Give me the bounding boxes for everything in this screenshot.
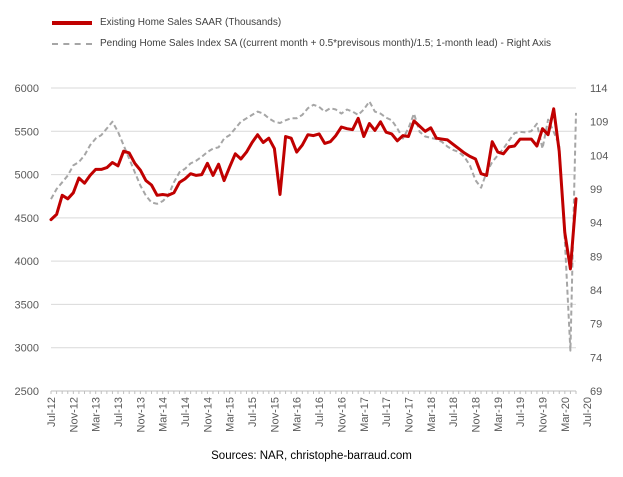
x-tick-label: Nov-12 — [68, 397, 80, 432]
x-tick-label: Jul-14 — [180, 397, 192, 427]
x-tick-label: Mar-13 — [91, 397, 103, 432]
y-right-tick-label: 89 — [590, 251, 602, 263]
x-tick-label: Mar-17 — [359, 397, 371, 432]
x-tick-label: Jul-20 — [582, 397, 594, 427]
legend-item-pending-index: Pending Home Sales Index SA ((current mo… — [52, 33, 551, 54]
y-left-tick-label: 5500 — [15, 126, 39, 138]
y-right-tick-label: 104 — [590, 150, 608, 162]
x-tick-label: Nov-16 — [336, 397, 348, 432]
legend-swatch-dashed — [52, 42, 92, 45]
y-right-tick-label: 109 — [590, 117, 608, 129]
y-right-tick-label: 114 — [590, 83, 608, 95]
x-tick-label: Nov-13 — [135, 397, 147, 432]
x-tick-label: Jul-19 — [515, 397, 527, 427]
y-right-tick-label: 69 — [590, 386, 602, 398]
x-tick-label: Nov-14 — [202, 397, 214, 432]
y-right-tick-label: 99 — [590, 184, 602, 196]
y-left-tick-label: 2500 — [15, 386, 39, 398]
x-tick-label: Jul-15 — [247, 397, 259, 427]
right-axis-tick-labels: 69 74 79 84 89 94 99 104 109 114 — [590, 83, 608, 398]
y-left-tick-label: 4000 — [15, 256, 39, 268]
y-right-tick-label: 74 — [590, 352, 602, 364]
x-tick-label: Mar-14 — [158, 397, 170, 432]
y-left-tick-label: 5000 — [15, 170, 39, 182]
y-left-tick-label: 6000 — [15, 83, 39, 95]
x-tick-label: Jul-17 — [381, 397, 393, 427]
y-left-tick-label: 3000 — [15, 343, 39, 355]
y-left-tick-label: 4500 — [15, 213, 39, 225]
existing-home-sales-line — [49, 107, 578, 271]
x-tick-label: Jul-12 — [46, 397, 58, 427]
x-tick-label: Nov-17 — [403, 397, 415, 432]
y-right-tick-label: 84 — [590, 285, 602, 297]
x-tick-label: Nov-18 — [470, 397, 482, 432]
left-axis-tick-labels: 2500 3000 3500 4000 4500 5000 5500 6000 — [15, 83, 39, 398]
source-note: Sources: NAR, christophe-barraud.com — [211, 450, 412, 462]
y-left-tick-label: 3500 — [15, 299, 39, 311]
legend: Existing Home Sales SAAR (Thousands) Pen… — [52, 12, 551, 54]
legend-item-existing-sales: Existing Home Sales SAAR (Thousands) — [52, 12, 551, 33]
x-tick-label: Mar-20 — [560, 397, 572, 432]
x-tick-label: Jul-16 — [314, 397, 326, 427]
x-tick-label: Jul-13 — [113, 397, 125, 427]
x-tick-label: Nov-19 — [537, 397, 549, 432]
x-tick-label: Nov-15 — [269, 397, 281, 432]
x-tick-label: Jul-18 — [448, 397, 460, 427]
legend-swatch-solid — [52, 20, 92, 25]
pending-home-sales-line — [50, 100, 577, 352]
legend-label: Pending Home Sales Index SA ((current mo… — [100, 38, 552, 49]
legend-label: Existing Home Sales SAAR (Thousands) — [100, 17, 282, 28]
y-right-tick-label: 94 — [590, 218, 602, 230]
x-tick-label: Mar-19 — [493, 397, 505, 432]
x-tick-label: Mar-16 — [292, 397, 304, 432]
gridlines — [51, 87, 576, 349]
x-tick-label: Mar-18 — [426, 397, 438, 432]
x-axis: Jul-12 Nov-12 Mar-13 Jul-13 Nov-13 Mar-14 Jul-… — [46, 390, 594, 432]
series-lines — [49, 100, 578, 352]
x-tick-label: Mar-15 — [225, 397, 237, 432]
y-right-tick-label: 79 — [590, 319, 602, 331]
